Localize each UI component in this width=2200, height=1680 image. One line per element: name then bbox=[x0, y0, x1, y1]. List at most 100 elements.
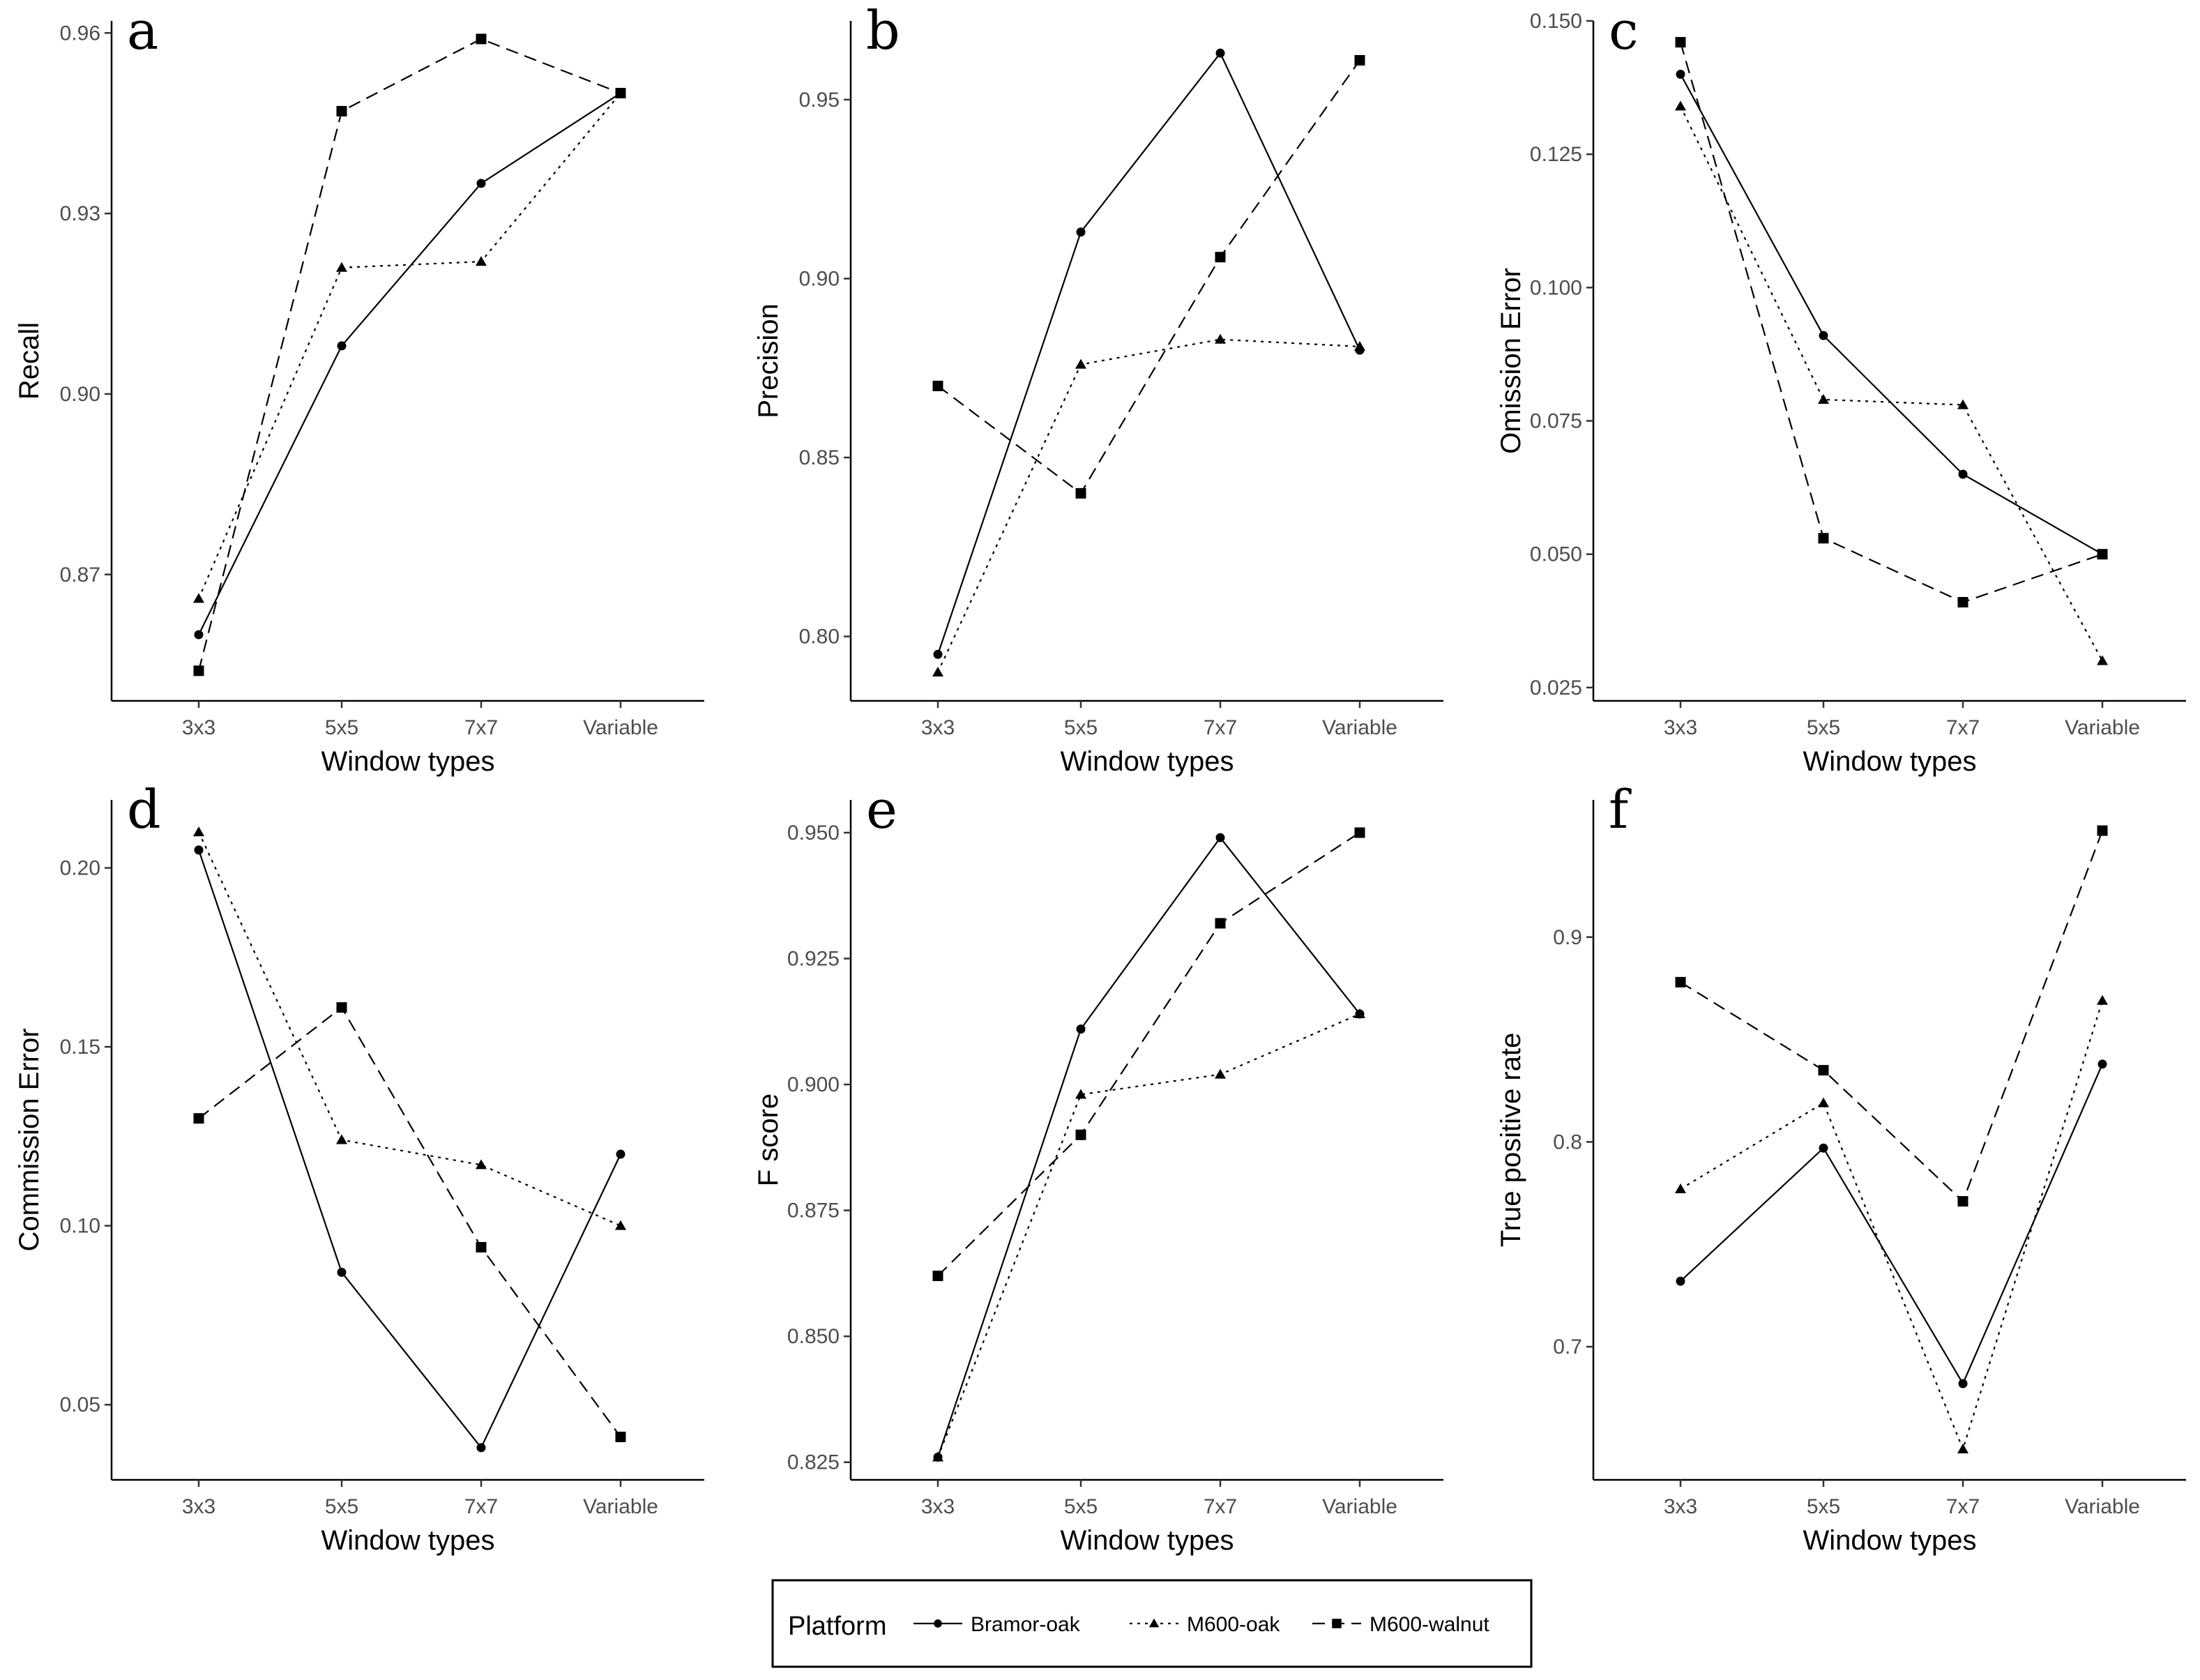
data-point-bramor-oak bbox=[337, 341, 347, 351]
y-tick-label: 0.925 bbox=[787, 948, 840, 971]
y-tick-label: 0.100 bbox=[1530, 276, 1582, 299]
y-tick-label: 0.90 bbox=[799, 267, 840, 290]
panel-f: 0.7 0.8 0.9 3x3 5x5 7x7 Variable Window types Tr… bbox=[1496, 778, 2186, 1556]
data-point-bramor-oak bbox=[1215, 833, 1225, 842]
data-point-m600-walnut bbox=[1075, 487, 1086, 499]
series-m600-walnut bbox=[193, 1002, 626, 1442]
data-point-m600-oak bbox=[1075, 358, 1086, 369]
y-tick-label: 0.025 bbox=[1530, 676, 1582, 699]
y-tick-label: 0.93 bbox=[60, 202, 100, 225]
x-tick-label: 3x3 bbox=[1664, 716, 1697, 739]
x-tick-label: 7x7 bbox=[1204, 716, 1237, 739]
data-point-bramor-oak bbox=[476, 1443, 486, 1453]
y-axis-title: Recall bbox=[14, 322, 45, 400]
series-line-m600-walnut bbox=[937, 832, 1360, 1277]
data-point-m600-walnut bbox=[932, 380, 943, 391]
data-point-m600-oak bbox=[336, 1134, 347, 1144]
data-point-m600-oak bbox=[476, 1159, 487, 1170]
x-tick-label: Variable bbox=[1322, 716, 1397, 739]
data-point-m600-walnut bbox=[1818, 533, 1829, 544]
data-point-m600-oak bbox=[615, 1220, 626, 1230]
x-tick-label: 3x3 bbox=[921, 1495, 955, 1518]
series-line-m600-walnut bbox=[937, 59, 1360, 494]
data-point-m600-oak bbox=[1675, 1183, 1686, 1193]
x-tick-label: 5x5 bbox=[1064, 716, 1098, 739]
series-m600-walnut bbox=[932, 54, 1365, 499]
data-point-m600-walnut bbox=[1818, 1065, 1829, 1076]
data-point-m600-oak bbox=[1818, 393, 1829, 404]
x-axis-title: Window types bbox=[1061, 1525, 1234, 1556]
legend-items: Bramor-oak M600-oak M600-walnut bbox=[913, 1613, 1489, 1636]
y-tick-label: 0.050 bbox=[1530, 543, 1582, 566]
panel-a: 0.87 0.90 0.93 0.96 3x3 5x5 7x7 Variable Window … bbox=[14, 0, 704, 777]
series-line-m600-walnut bbox=[1679, 42, 2103, 603]
y-axis-title: Precision bbox=[753, 303, 784, 418]
legend-label: Bramor-oak bbox=[971, 1613, 1081, 1636]
y-axis-title: F score bbox=[753, 1093, 784, 1186]
data-point-m600-walnut bbox=[336, 1002, 347, 1013]
legend-item-m600-walnut: M600-walnut bbox=[1312, 1613, 1489, 1636]
data-point-m600-oak bbox=[1818, 1097, 1829, 1107]
y-axis-title: Omission Error bbox=[1496, 268, 1526, 454]
data-point-m600-walnut bbox=[1354, 54, 1365, 66]
x-tick-label: 5x5 bbox=[325, 716, 358, 739]
legend-marker bbox=[1332, 1619, 1342, 1628]
series-line-m600-oak bbox=[936, 1013, 1360, 1458]
x-axis-title: Window types bbox=[321, 746, 495, 777]
data-point-m600-oak bbox=[1354, 1008, 1365, 1018]
data-point-m600-walnut bbox=[932, 1271, 943, 1281]
data-point-m600-oak bbox=[932, 1451, 943, 1462]
legend: Platform Bramor-oak M600-oak M600-walnut bbox=[771, 1579, 1533, 1668]
series-m600-oak bbox=[1675, 994, 2108, 1453]
data-point-m600-oak bbox=[1075, 1089, 1086, 1099]
x-tick-label: Variable bbox=[1322, 1495, 1397, 1518]
data-point-m600-walnut bbox=[476, 1241, 487, 1253]
panel-letter: b bbox=[866, 0, 900, 61]
data-point-bramor-oak bbox=[1819, 331, 1828, 340]
x-tick-label: 3x3 bbox=[182, 716, 215, 739]
y-tick-label: 0.96 bbox=[60, 22, 100, 45]
x-tick-label: 7x7 bbox=[464, 716, 498, 739]
series-line-bramor-oak bbox=[936, 836, 1360, 1458]
data-point-m600-walnut bbox=[1075, 1129, 1086, 1140]
data-point-m600-oak bbox=[336, 262, 347, 272]
series-m600-oak bbox=[1675, 100, 2108, 665]
x-tick-label: 5x5 bbox=[1064, 1495, 1098, 1518]
y-axis-title: Commission Error bbox=[14, 1028, 45, 1251]
data-point-m600-walnut bbox=[1957, 1196, 1968, 1207]
series-m600-walnut bbox=[1675, 37, 2108, 608]
x-tick-label: 3x3 bbox=[182, 1495, 215, 1518]
data-point-m600-oak bbox=[193, 593, 204, 603]
data-point-bramor-oak bbox=[616, 1149, 625, 1159]
panels: 0.87 0.90 0.93 0.96 3x3 5x5 7x7 Variable Window … bbox=[14, 0, 2186, 1556]
legend-marker bbox=[934, 1619, 942, 1628]
y-tick-label: 0.150 bbox=[1530, 10, 1582, 33]
data-point-m600-walnut bbox=[615, 1431, 626, 1442]
y-tick-label: 0.950 bbox=[787, 822, 840, 845]
data-point-m600-walnut bbox=[1354, 827, 1365, 838]
data-point-m600-oak bbox=[1354, 340, 1365, 351]
y-tick-label: 0.7 bbox=[1553, 1335, 1582, 1359]
series-line-m600-oak bbox=[937, 338, 1360, 673]
series-line-bramor-oak bbox=[1680, 73, 2103, 555]
data-point-m600-walnut bbox=[193, 1113, 204, 1124]
data-point-m600-oak bbox=[1957, 399, 1968, 409]
series-line-bramor-oak bbox=[936, 52, 1360, 655]
data-point-m600-walnut bbox=[336, 105, 347, 116]
y-axis-title: True positive rate bbox=[1496, 1033, 1526, 1248]
series-line-m600-oak bbox=[198, 831, 621, 1227]
series-m600-oak bbox=[932, 333, 1365, 676]
legend-item-bramor-oak: Bramor-oak bbox=[913, 1613, 1081, 1636]
panel-b: 0.80 0.85 0.90 0.95 3x3 5x5 7x7 Variable Window … bbox=[753, 0, 1443, 777]
data-point-bramor-oak bbox=[1076, 1024, 1086, 1034]
data-point-m600-walnut bbox=[2097, 549, 2108, 560]
legend-marker bbox=[1148, 1618, 1160, 1628]
data-point-bramor-oak bbox=[194, 845, 204, 855]
x-tick-label: Variable bbox=[583, 716, 658, 739]
data-point-m600-oak bbox=[1215, 1068, 1226, 1079]
data-point-m600-walnut bbox=[1215, 252, 1226, 263]
legend-title: Platform bbox=[788, 1612, 886, 1641]
data-point-bramor-oak bbox=[1676, 69, 1685, 79]
data-point-m600-oak bbox=[2097, 994, 2108, 1005]
